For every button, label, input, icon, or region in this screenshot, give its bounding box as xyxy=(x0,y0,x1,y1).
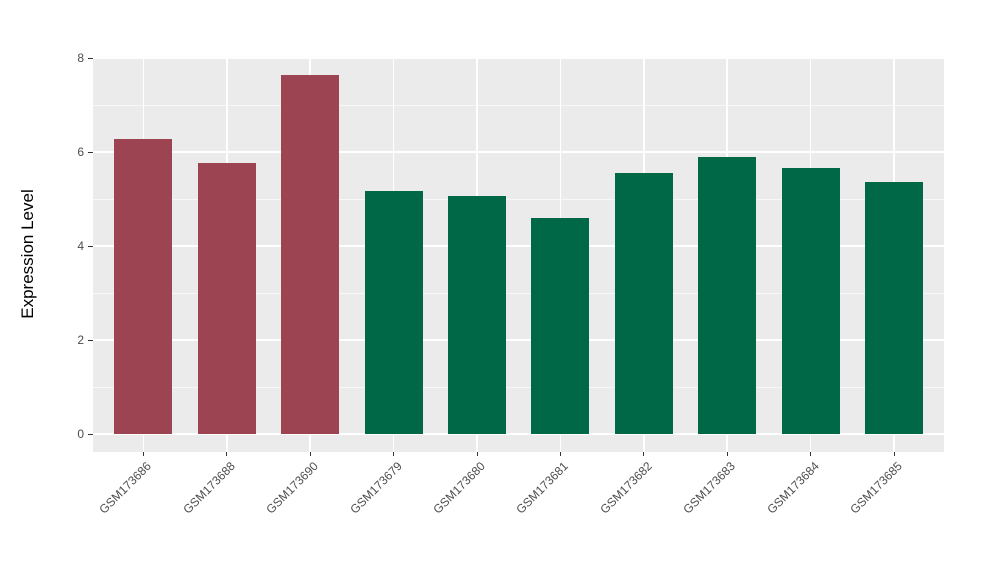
y-axis-title: Expression Level xyxy=(18,189,37,319)
bar xyxy=(531,218,590,434)
x-tick-mark xyxy=(226,452,228,456)
y-tick-mark xyxy=(88,245,93,247)
x-tick-mark xyxy=(643,452,645,456)
y-tick-label: 0 xyxy=(77,427,84,441)
gridline-major-h xyxy=(93,151,944,153)
gridline-minor-h xyxy=(93,292,944,294)
gridline-major-h xyxy=(93,339,944,341)
bar xyxy=(781,167,840,434)
y-tick-label: 6 xyxy=(77,145,84,159)
x-tick-mark xyxy=(559,452,561,456)
bar xyxy=(364,191,423,434)
y-tick-mark xyxy=(88,433,93,435)
gridline-minor-h xyxy=(93,198,944,200)
bar xyxy=(865,181,923,434)
y-tick-mark xyxy=(88,151,93,153)
y-tick-mark xyxy=(88,339,93,341)
gridline-major-h xyxy=(93,57,944,59)
x-tick-mark xyxy=(726,452,728,456)
gridline-major-h xyxy=(93,433,944,435)
x-tick-mark xyxy=(142,452,144,456)
bar xyxy=(448,196,506,434)
bar xyxy=(281,74,340,434)
bar xyxy=(698,157,757,434)
y-tick-label: 4 xyxy=(77,239,84,253)
bar xyxy=(114,138,173,434)
gridline-minor-h xyxy=(93,386,944,388)
gridline-minor-h xyxy=(93,104,944,106)
x-tick-mark xyxy=(893,452,895,456)
x-tick-mark xyxy=(309,452,311,456)
x-tick-mark xyxy=(810,452,812,456)
x-tick-mark xyxy=(393,452,395,456)
gridline-major-h xyxy=(93,245,944,247)
y-tick-label: 2 xyxy=(77,333,84,347)
bar xyxy=(614,173,673,434)
y-tick-mark xyxy=(88,57,93,59)
x-tick-mark xyxy=(476,452,478,456)
plot-panel xyxy=(93,57,944,452)
y-tick-label: 8 xyxy=(77,51,84,65)
bar xyxy=(197,163,256,434)
